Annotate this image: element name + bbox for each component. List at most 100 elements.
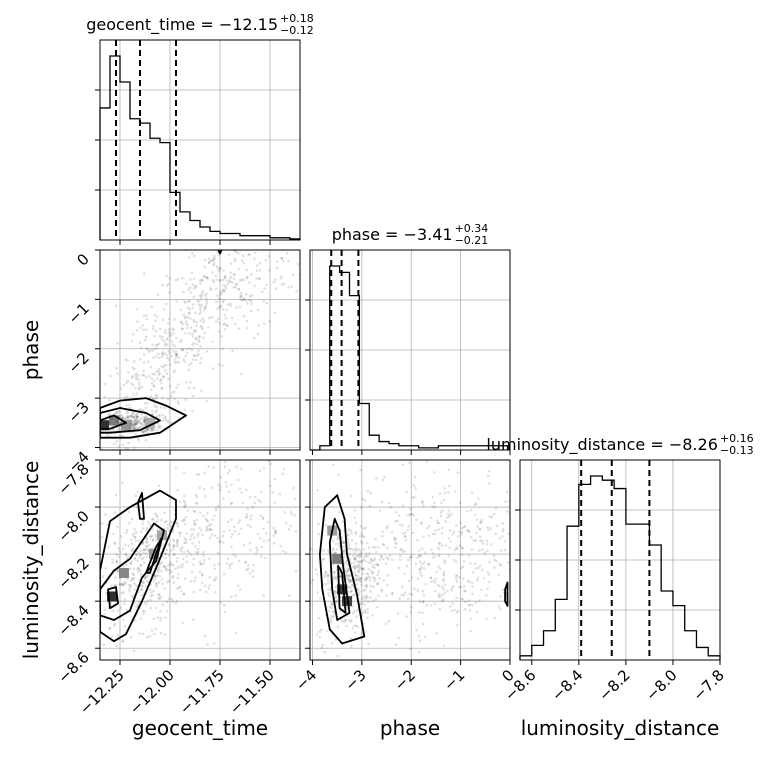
scatter-point	[138, 555, 141, 559]
scatter-point	[562, 564, 565, 567]
scatter-point	[199, 305, 202, 309]
scatter-point	[442, 579, 445, 583]
scatter-point	[190, 570, 194, 573]
scatter-point	[427, 562, 431, 566]
scatter-point	[251, 569, 255, 573]
scatter-point	[478, 535, 482, 539]
scatter-point	[115, 411, 119, 414]
y-tick-label: −2	[64, 349, 92, 377]
scatter-point	[374, 598, 378, 601]
scatter-point	[127, 441, 130, 445]
scatter-point	[458, 544, 462, 547]
scatter-point	[353, 556, 357, 560]
scatter-point	[368, 551, 371, 555]
scatter-point	[302, 602, 305, 605]
scatter-point	[140, 557, 144, 561]
scatter-point	[196, 552, 199, 556]
scatter-point	[197, 472, 201, 476]
scatter-point	[137, 590, 141, 594]
scatter-point	[177, 356, 181, 359]
scatter-point	[365, 577, 369, 580]
scatter-point	[111, 558, 114, 561]
scatter-point	[205, 349, 209, 353]
scatter-point	[224, 480, 228, 484]
scatter-point	[206, 276, 209, 280]
scatter-point	[469, 603, 472, 607]
scatter-point	[112, 532, 115, 536]
scatter-point	[513, 623, 516, 626]
scatter-point	[463, 607, 467, 611]
scatter-point	[139, 549, 143, 552]
scatter-point	[124, 552, 128, 555]
scatter-point	[162, 565, 166, 569]
scatter-point	[347, 577, 350, 581]
scatter-point	[159, 405, 163, 409]
scatter-point	[208, 316, 211, 320]
scatter-point	[256, 308, 260, 312]
scatter-point	[167, 328, 171, 332]
scatter-point	[442, 587, 446, 591]
scatter-point	[304, 629, 307, 632]
scatter-point	[226, 303, 230, 306]
scatter-point	[486, 474, 490, 478]
scatter-point	[218, 297, 222, 301]
scatter-point	[248, 572, 252, 575]
scatter-point	[143, 402, 147, 405]
scatter-point	[180, 321, 183, 324]
scatter-point	[344, 619, 348, 622]
scatter-point	[348, 618, 351, 622]
scatter-point	[462, 585, 466, 588]
scatter-point	[483, 551, 486, 555]
scatter-point	[431, 496, 435, 499]
scatter-point	[405, 615, 408, 618]
scatter-point	[272, 534, 275, 538]
scatter-point	[167, 358, 170, 362]
scatter-point	[441, 585, 444, 589]
scatter-point	[201, 279, 204, 282]
scatter-point	[368, 590, 372, 593]
scatter-point	[242, 278, 246, 282]
scatter-point	[89, 429, 92, 432]
scatter-point	[205, 399, 209, 403]
title-text: luminosity_distance = −8.26	[486, 435, 717, 455]
scatter-point	[151, 343, 154, 346]
scatter-point	[146, 453, 149, 456]
scatter-point	[134, 423, 137, 426]
scatter-point	[221, 534, 225, 538]
scatter-point	[180, 327, 184, 331]
scatter-point	[359, 549, 362, 552]
scatter-point	[129, 562, 133, 566]
scatter-point	[149, 365, 152, 369]
scatter-point	[174, 353, 178, 356]
scatter-point	[154, 319, 157, 322]
scatter-point	[199, 310, 203, 314]
scatter-point	[357, 560, 361, 563]
scatter-point	[226, 520, 230, 524]
scatter-point	[459, 533, 463, 536]
scatter-point	[95, 556, 98, 559]
scatter-point	[359, 506, 363, 509]
scatter-point	[488, 580, 491, 584]
scatter-point	[343, 545, 346, 548]
x-tick-label: −11.75	[176, 666, 228, 718]
scatter-point	[140, 588, 143, 591]
scatter-point	[182, 499, 186, 503]
scatter-point	[435, 570, 439, 574]
scatter-point	[139, 569, 142, 572]
scatter-point	[150, 377, 154, 380]
scatter-point	[437, 554, 441, 558]
scatter-point	[215, 320, 218, 323]
scatter-point	[175, 544, 179, 548]
scatter-point	[240, 491, 244, 495]
scatter-point	[431, 505, 434, 508]
scatter-point	[373, 579, 376, 583]
scatter-point	[192, 295, 196, 299]
scatter-point	[167, 334, 171, 338]
scatter-point	[177, 586, 181, 590]
panel-frame-luminosity_distance_vs_geocent_time	[99, 459, 301, 661]
scatter-point	[194, 285, 198, 288]
scatter-point	[361, 566, 365, 570]
scatter-point	[117, 555, 120, 558]
scatter-point	[318, 630, 321, 634]
scatter-point	[267, 241, 270, 244]
